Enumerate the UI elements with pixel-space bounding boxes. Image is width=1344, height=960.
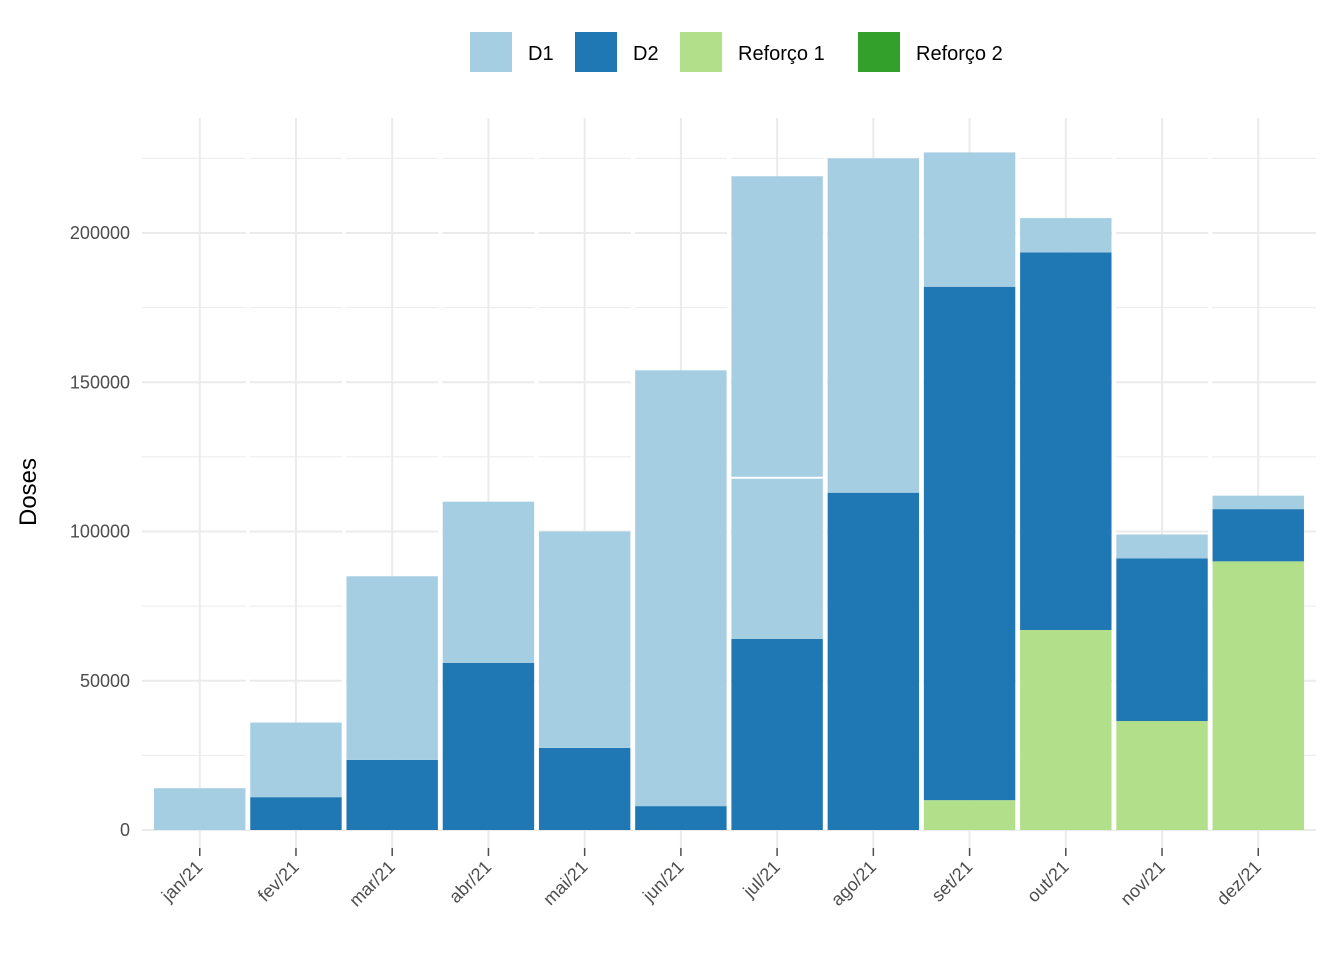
bar-d2-5 (635, 806, 727, 830)
bar-d2-7 (827, 492, 920, 830)
bar-d2-4 (538, 747, 631, 830)
y-tick-label: 100000 (70, 522, 130, 542)
bar-refor-o-1-9 (1020, 630, 1112, 830)
bar-d2-10 (1116, 558, 1208, 722)
legend-swatch (858, 32, 900, 72)
bar-d2-11 (1212, 509, 1304, 562)
bar-d1-3 (442, 501, 535, 663)
x-axis-ticks: jan/21 fev/21 mar/21 abr/21 mai/21 jun/21 jul/… (157, 848, 1265, 910)
y-tick-label: 0 (120, 820, 130, 840)
legend-label: D2 (633, 43, 659, 65)
x-tick-label: jun/21 (638, 857, 688, 907)
bars (154, 118, 1304, 830)
x-tick-label: abr/21 (445, 857, 495, 907)
bar-d2-9 (1020, 252, 1112, 631)
y-tick-label: 50000 (80, 671, 130, 691)
bar-d1-4 (538, 531, 631, 748)
bar-d1-7 (827, 158, 920, 493)
bar-d2-3 (442, 662, 535, 830)
bar-d1-2 (346, 576, 438, 760)
bar-d2-6 (731, 638, 823, 830)
legend: D1 D2 Reforço 1 Reforço 2 (470, 32, 1003, 72)
bar-refor-o-1-10 (1116, 721, 1208, 830)
bar-refor-o-1-8 (923, 800, 1016, 830)
legend-label: Reforço 1 (738, 43, 825, 65)
bar-d1-8 (923, 152, 1016, 287)
x-tick-label: ago/21 (827, 857, 880, 910)
y-tick-label: 150000 (70, 372, 130, 392)
x-tick-label: jul/21 (739, 857, 784, 902)
legend-swatch (680, 32, 722, 72)
bar-d2-8 (923, 286, 1016, 801)
bar-d1-9 (1020, 218, 1112, 253)
bar-d1-10 (1116, 534, 1208, 559)
y-axis-ticks: 0 50000 100000 150000 200000 (70, 223, 130, 840)
legend-swatch (575, 32, 617, 72)
bar-d1-5 (635, 370, 727, 807)
bar-d2-2 (346, 759, 438, 830)
x-tick-label: jan/21 (157, 857, 207, 907)
legend-label: Reforço 2 (916, 43, 1003, 65)
x-tick-label: mar/21 (345, 857, 399, 911)
y-axis-title: Doses (15, 458, 42, 526)
x-tick-label: fev/21 (254, 857, 303, 906)
x-tick-label: nov/21 (1117, 857, 1169, 909)
bar-d1-1 (250, 722, 342, 798)
bar-d1-11 (1212, 495, 1304, 510)
legend-swatch (470, 32, 512, 72)
bar-d1-6 (731, 176, 823, 639)
x-tick-label: mai/21 (539, 857, 591, 909)
legend-label: D1 (528, 43, 554, 65)
y-tick-label: 200000 (70, 223, 130, 243)
bar-d2-1 (250, 797, 342, 830)
x-tick-label: set/21 (928, 857, 977, 906)
x-tick-label: dez/21 (1213, 857, 1265, 909)
bar-d1-0 (154, 788, 246, 830)
x-tick-label: out/21 (1023, 857, 1073, 907)
bar-refor-o-1-11 (1212, 561, 1304, 830)
